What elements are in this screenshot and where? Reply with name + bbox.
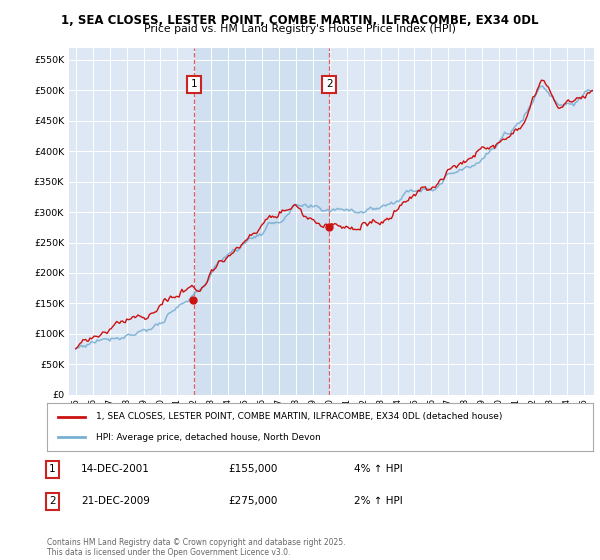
Text: 14-DEC-2001: 14-DEC-2001 xyxy=(81,464,150,474)
Bar xyxy=(194,48,329,395)
Text: 2: 2 xyxy=(326,79,332,89)
Text: 1, SEA CLOSES, LESTER POINT, COMBE MARTIN, ILFRACOMBE, EX34 0DL (detached house): 1, SEA CLOSES, LESTER POINT, COMBE MARTI… xyxy=(96,412,502,421)
Text: 1: 1 xyxy=(49,464,56,474)
Text: HPI: Average price, detached house, North Devon: HPI: Average price, detached house, Nort… xyxy=(96,433,320,442)
Text: 1, SEA CLOSES, LESTER POINT, COMBE MARTIN, ILFRACOMBE, EX34 0DL: 1, SEA CLOSES, LESTER POINT, COMBE MARTI… xyxy=(61,14,539,27)
Text: 1: 1 xyxy=(190,79,197,89)
Text: Contains HM Land Registry data © Crown copyright and database right 2025.
This d: Contains HM Land Registry data © Crown c… xyxy=(47,538,346,557)
Text: 2% ↑ HPI: 2% ↑ HPI xyxy=(354,496,403,506)
Text: 4% ↑ HPI: 4% ↑ HPI xyxy=(354,464,403,474)
Text: £155,000: £155,000 xyxy=(228,464,277,474)
Text: Price paid vs. HM Land Registry's House Price Index (HPI): Price paid vs. HM Land Registry's House … xyxy=(144,24,456,34)
Text: £275,000: £275,000 xyxy=(228,496,277,506)
Text: 21-DEC-2009: 21-DEC-2009 xyxy=(81,496,150,506)
Text: 2: 2 xyxy=(49,496,56,506)
